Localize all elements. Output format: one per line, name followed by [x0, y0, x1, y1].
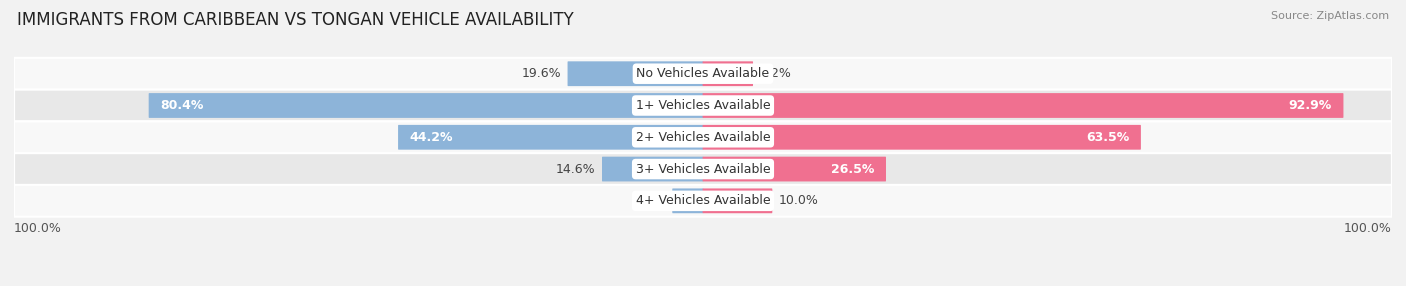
Text: No Vehicles Available: No Vehicles Available — [637, 67, 769, 80]
Text: 4.4%: 4.4% — [634, 194, 666, 207]
Text: IMMIGRANTS FROM CARIBBEAN VS TONGAN VEHICLE AVAILABILITY: IMMIGRANTS FROM CARIBBEAN VS TONGAN VEHI… — [17, 11, 574, 29]
FancyBboxPatch shape — [602, 157, 703, 181]
Text: 100.0%: 100.0% — [1344, 223, 1392, 235]
Text: 92.9%: 92.9% — [1289, 99, 1331, 112]
FancyBboxPatch shape — [14, 185, 1392, 217]
Text: 3+ Vehicles Available: 3+ Vehicles Available — [636, 162, 770, 176]
FancyBboxPatch shape — [14, 121, 1392, 153]
Text: 2+ Vehicles Available: 2+ Vehicles Available — [636, 131, 770, 144]
Text: 10.0%: 10.0% — [779, 194, 818, 207]
Text: 100.0%: 100.0% — [14, 223, 62, 235]
Text: Source: ZipAtlas.com: Source: ZipAtlas.com — [1271, 11, 1389, 21]
Text: 63.5%: 63.5% — [1087, 131, 1129, 144]
Text: 1+ Vehicles Available: 1+ Vehicles Available — [636, 99, 770, 112]
FancyBboxPatch shape — [672, 188, 703, 213]
Legend: Immigrants from Caribbean, Tongan: Immigrants from Caribbean, Tongan — [554, 283, 852, 286]
FancyBboxPatch shape — [703, 93, 1344, 118]
FancyBboxPatch shape — [14, 153, 1392, 185]
FancyBboxPatch shape — [703, 61, 754, 86]
FancyBboxPatch shape — [149, 93, 703, 118]
Text: 4+ Vehicles Available: 4+ Vehicles Available — [636, 194, 770, 207]
Text: 26.5%: 26.5% — [831, 162, 875, 176]
FancyBboxPatch shape — [14, 90, 1392, 121]
Text: 7.2%: 7.2% — [759, 67, 792, 80]
Text: 44.2%: 44.2% — [409, 131, 453, 144]
Text: 80.4%: 80.4% — [160, 99, 204, 112]
FancyBboxPatch shape — [568, 61, 703, 86]
Text: 14.6%: 14.6% — [555, 162, 596, 176]
FancyBboxPatch shape — [398, 125, 703, 150]
FancyBboxPatch shape — [703, 157, 886, 181]
FancyBboxPatch shape — [703, 125, 1140, 150]
Text: 19.6%: 19.6% — [522, 67, 561, 80]
FancyBboxPatch shape — [703, 188, 772, 213]
FancyBboxPatch shape — [14, 58, 1392, 90]
